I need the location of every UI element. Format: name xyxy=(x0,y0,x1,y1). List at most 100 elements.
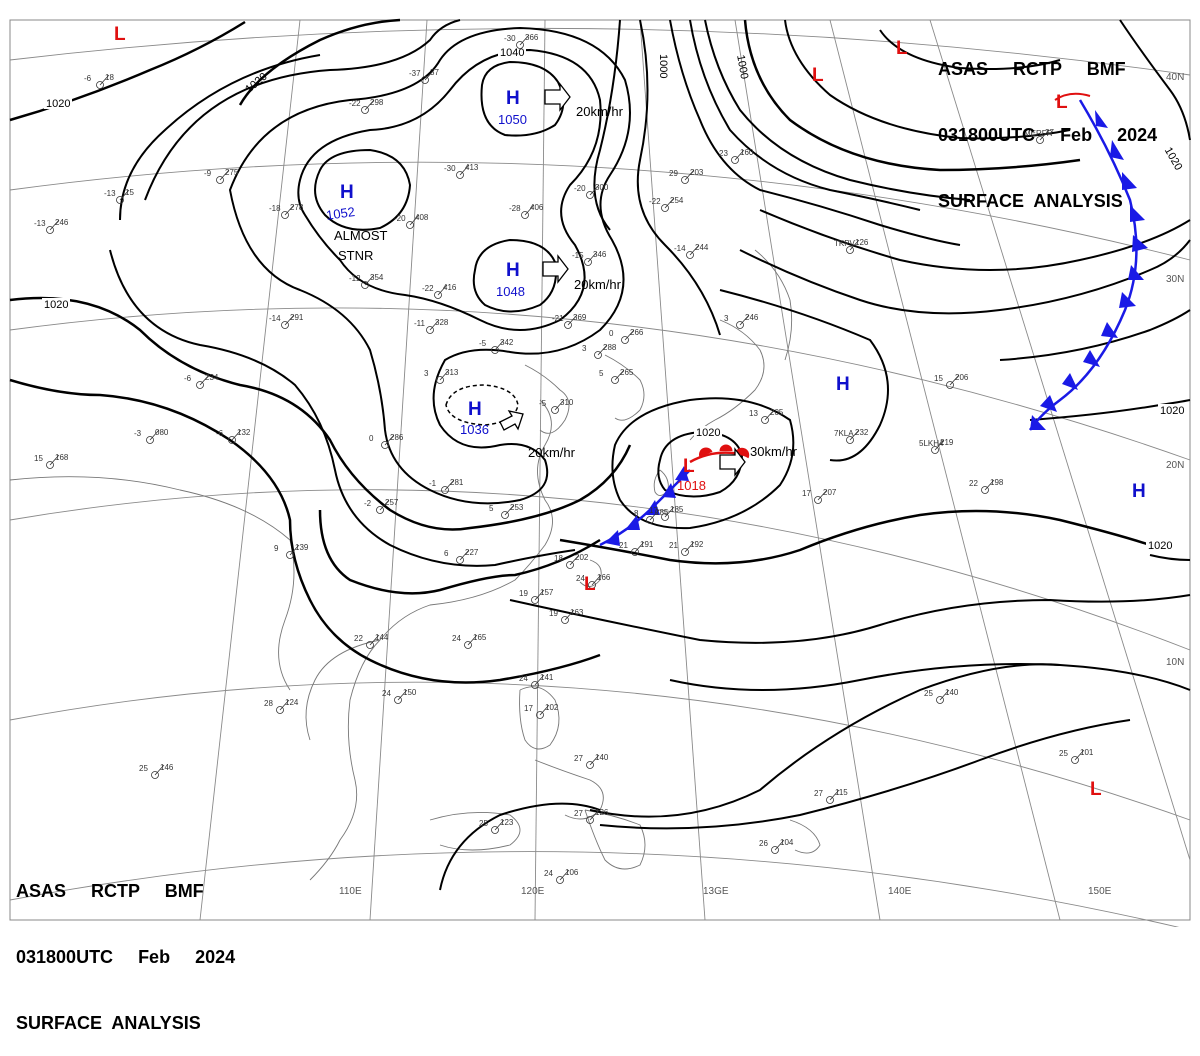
station-circle xyxy=(936,696,944,704)
station-plot: 23 160 xyxy=(719,148,754,164)
isobar-label: 1020 xyxy=(44,299,68,311)
warm-front-northeast xyxy=(1054,92,1091,101)
station-plot: 27 126 xyxy=(574,808,609,824)
station-circle xyxy=(281,211,289,219)
wind-barb xyxy=(984,479,995,491)
wind-barb xyxy=(369,634,380,646)
map-frame xyxy=(9,19,1191,921)
isobar-label: 1040 xyxy=(500,47,524,59)
wind-barb xyxy=(49,454,60,466)
wind-barb xyxy=(689,244,700,256)
station-pressure: 139 xyxy=(295,543,309,552)
low-center-symbol: L xyxy=(584,574,596,595)
station-circle xyxy=(228,436,236,444)
station-circle xyxy=(361,281,369,289)
station-pressure: 191 xyxy=(640,540,654,549)
wind-barb xyxy=(829,789,840,801)
station-temperature: 17 xyxy=(524,704,533,713)
station-pressure: 132 xyxy=(237,428,251,437)
station-pressure: 328 xyxy=(435,318,449,327)
station-circle xyxy=(464,641,472,649)
station-temperature: 3 xyxy=(424,369,429,378)
station-circle xyxy=(381,441,389,449)
station-plot: 3 246 xyxy=(724,313,759,329)
station-plot: -14 291 xyxy=(269,313,304,329)
wind-barb xyxy=(634,541,645,553)
station-temperature: 7KLA xyxy=(834,429,854,438)
wind-barb xyxy=(49,219,60,231)
station-circle xyxy=(501,511,509,519)
station-plot: 24 150 xyxy=(382,688,417,704)
station-temperature: -6 xyxy=(184,374,192,383)
station-plot: -21 369 xyxy=(552,313,587,329)
station-temperature: 25 xyxy=(924,689,933,698)
coastlines xyxy=(9,249,821,881)
wind-barb xyxy=(589,809,600,821)
wind-barb xyxy=(764,409,775,421)
station-pressure: 140 xyxy=(945,688,959,697)
station-temperature: 23 xyxy=(719,149,728,158)
station-plot: -3 080 xyxy=(134,428,169,444)
station-temperature: 27 xyxy=(574,809,583,818)
wind-barb xyxy=(459,549,470,561)
station-circle xyxy=(216,176,224,184)
station-pressure: 126 xyxy=(595,808,609,817)
high-center-value: 1036 xyxy=(460,422,489,437)
wind-barb xyxy=(504,504,515,516)
station-temperature: 17 xyxy=(649,506,658,515)
station-circle xyxy=(771,846,779,854)
low-center-symbol: L xyxy=(896,38,908,59)
wind-barb xyxy=(554,399,565,411)
station-circle xyxy=(946,381,954,389)
high-center-value: 1052 xyxy=(325,204,356,223)
wind-barb xyxy=(939,689,950,701)
station-temperature: 18 xyxy=(554,554,563,563)
station-temperature: -21 xyxy=(552,314,564,323)
station-circle xyxy=(366,641,374,649)
station-temperature: -15 xyxy=(572,251,584,260)
station-pressure: 300 xyxy=(595,183,609,192)
wind-barb xyxy=(364,99,375,111)
station-temperature: -1 xyxy=(429,479,437,488)
station-pressure: 102 xyxy=(545,703,559,712)
station-plot: 15 206 xyxy=(934,373,969,389)
station-temperature: 6 xyxy=(444,549,449,558)
station-circle xyxy=(826,796,834,804)
wind-barb xyxy=(567,314,578,326)
high-center-symbol: H xyxy=(1132,481,1146,502)
station-plot: 19 163 xyxy=(549,608,584,624)
station-temperature: 8 xyxy=(634,509,639,518)
station-plot: 5 253 xyxy=(489,503,524,519)
wind-barb xyxy=(1039,129,1050,141)
station-temperature: 24 xyxy=(382,689,391,698)
station-circle xyxy=(146,436,154,444)
station-pressure: 288 xyxy=(603,343,617,352)
wind-barb xyxy=(284,204,295,216)
station-plot: -5 310 xyxy=(539,398,574,414)
station-circle xyxy=(981,486,989,494)
station-temperature: TKPV xyxy=(834,239,856,248)
station-plot: -11 328 xyxy=(414,318,449,334)
station-circle xyxy=(586,191,594,199)
station-pressure: 101 xyxy=(1080,748,1094,757)
station-circle xyxy=(116,196,124,204)
arrow-1050 xyxy=(544,82,571,112)
lat-label: 20N xyxy=(1166,460,1184,471)
station-plot: 18 202 xyxy=(554,553,589,569)
station-pressure: 298 xyxy=(370,98,384,107)
high-center-symbol: H xyxy=(836,374,850,395)
station-temperature: -11 xyxy=(414,319,426,328)
station-pressure: 185 xyxy=(655,508,669,517)
station-plot: 9 139 xyxy=(274,543,309,559)
station-temperature: -6 xyxy=(84,74,92,83)
wind-barb xyxy=(219,169,230,181)
station-circle xyxy=(556,876,564,884)
station-circle xyxy=(586,816,594,824)
wind-barb xyxy=(649,509,660,521)
wind-barb xyxy=(684,169,695,181)
station-circle xyxy=(621,336,629,344)
low-center-symbol: L xyxy=(114,24,126,45)
cold-front-northeast xyxy=(1028,99,1148,431)
station-temperature: 3 xyxy=(582,344,587,353)
